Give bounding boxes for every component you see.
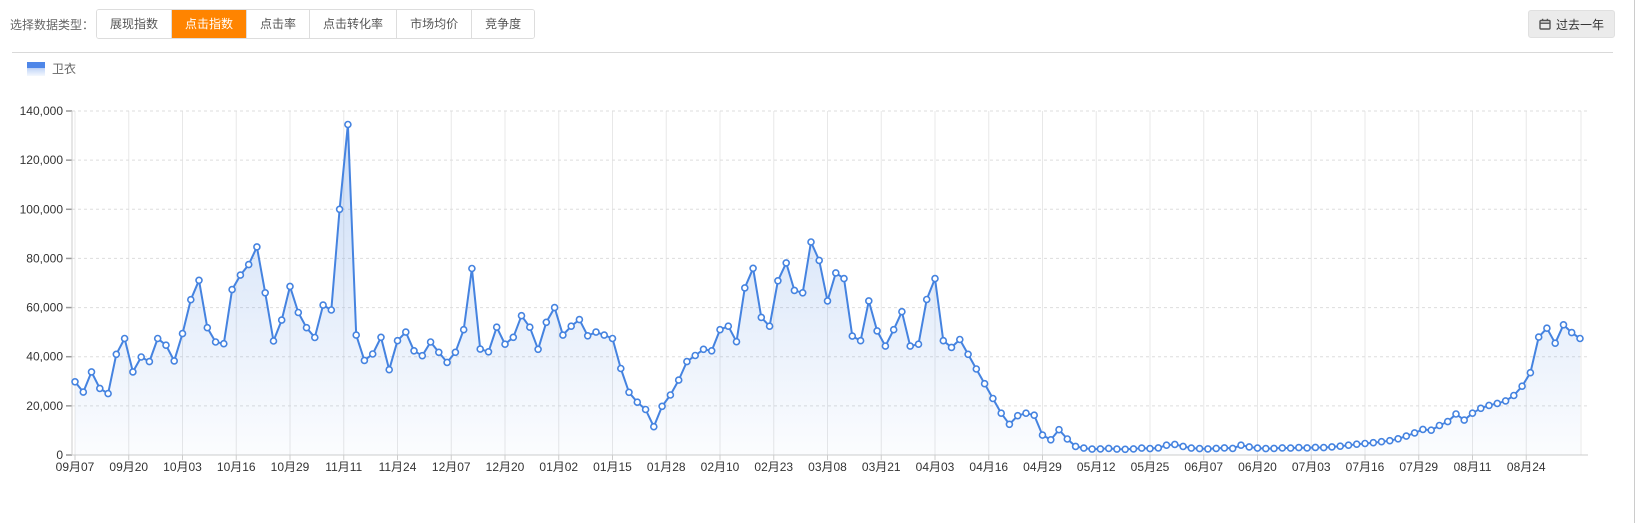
svg-text:11月24: 11月24	[379, 460, 417, 474]
svg-text:20,000: 20,000	[26, 399, 63, 413]
svg-text:0: 0	[56, 448, 63, 462]
data-type-tab-display-index[interactable]: 展现指数	[97, 10, 172, 38]
svg-text:80,000: 80,000	[26, 251, 63, 265]
panel-right-divider	[1634, 0, 1635, 523]
svg-text:08月24: 08月24	[1507, 460, 1546, 474]
svg-text:08月11: 08月11	[1454, 460, 1492, 474]
date-range-button-label: 过去一年	[1556, 17, 1605, 32]
toolbar-separator	[12, 52, 1613, 53]
svg-text:04月03: 04月03	[916, 460, 955, 474]
svg-text:12月07: 12月07	[432, 460, 471, 474]
svg-text:04月16: 04月16	[969, 460, 1008, 474]
svg-text:120,000: 120,000	[20, 153, 64, 167]
data-type-tab-ctr[interactable]: 点击率	[246, 10, 310, 38]
data-type-tab-competitiveness[interactable]: 竞争度	[471, 10, 535, 38]
svg-text:11月11: 11月11	[325, 460, 362, 474]
svg-text:09月07: 09月07	[56, 460, 95, 474]
x-axis: 09月07 09月20 10月03 10月16 10月29 11月11 11月24 12月07…	[56, 455, 1546, 474]
svg-text:06月20: 06月20	[1238, 460, 1277, 474]
data-type-tab-market-avg-price[interactable]: 市场均价	[396, 10, 472, 38]
data-type-tab-click-index[interactable]: 点击指数	[171, 10, 247, 38]
data-type-selector-label: 选择数据类型：	[10, 18, 95, 32]
svg-text:140,000: 140,000	[20, 104, 64, 118]
svg-text:01月28: 01月28	[647, 460, 686, 474]
svg-text:05月25: 05月25	[1131, 460, 1170, 474]
svg-text:60,000: 60,000	[26, 301, 63, 315]
series-area	[75, 124, 1580, 455]
svg-text:09月20: 09月20	[109, 460, 148, 474]
svg-text:07月29: 07月29	[1399, 460, 1438, 474]
legend-swatch	[27, 61, 45, 76]
svg-text:01月15: 01月15	[593, 460, 632, 474]
svg-text:10月16: 10月16	[217, 460, 256, 474]
data-type-tab-group: 展现指数 点击指数 点击率 点击转化率 市场均价 竞争度	[96, 9, 536, 39]
svg-text:12月20: 12月20	[486, 460, 525, 474]
svg-text:100,000: 100,000	[20, 202, 64, 216]
svg-text:10月29: 10月29	[271, 460, 310, 474]
data-type-tab-click-conversion[interactable]: 点击转化率	[309, 10, 397, 38]
svg-text:07月16: 07月16	[1346, 460, 1385, 474]
svg-text:10月03: 10月03	[163, 460, 202, 474]
series-markers	[71, 120, 1584, 454]
svg-text:40,000: 40,000	[26, 350, 63, 364]
calendar-icon	[1539, 18, 1551, 30]
svg-text:01月02: 01月02	[539, 460, 578, 474]
legend-series-label: 卫衣	[52, 62, 77, 76]
svg-text:04月29: 04月29	[1023, 460, 1062, 474]
svg-text:02月23: 02月23	[754, 460, 793, 474]
legend-item[interactable]: 卫衣	[27, 60, 76, 77]
svg-text:02月10: 02月10	[701, 460, 740, 474]
svg-text:03月21: 03月21	[862, 460, 901, 474]
svg-text:06月07: 06月07	[1184, 460, 1223, 474]
svg-text:03月08: 03月08	[808, 460, 847, 474]
svg-text:05月12: 05月12	[1077, 460, 1116, 474]
date-range-button[interactable]: 过去一年	[1528, 10, 1616, 38]
svg-text:07月03: 07月03	[1292, 460, 1331, 474]
